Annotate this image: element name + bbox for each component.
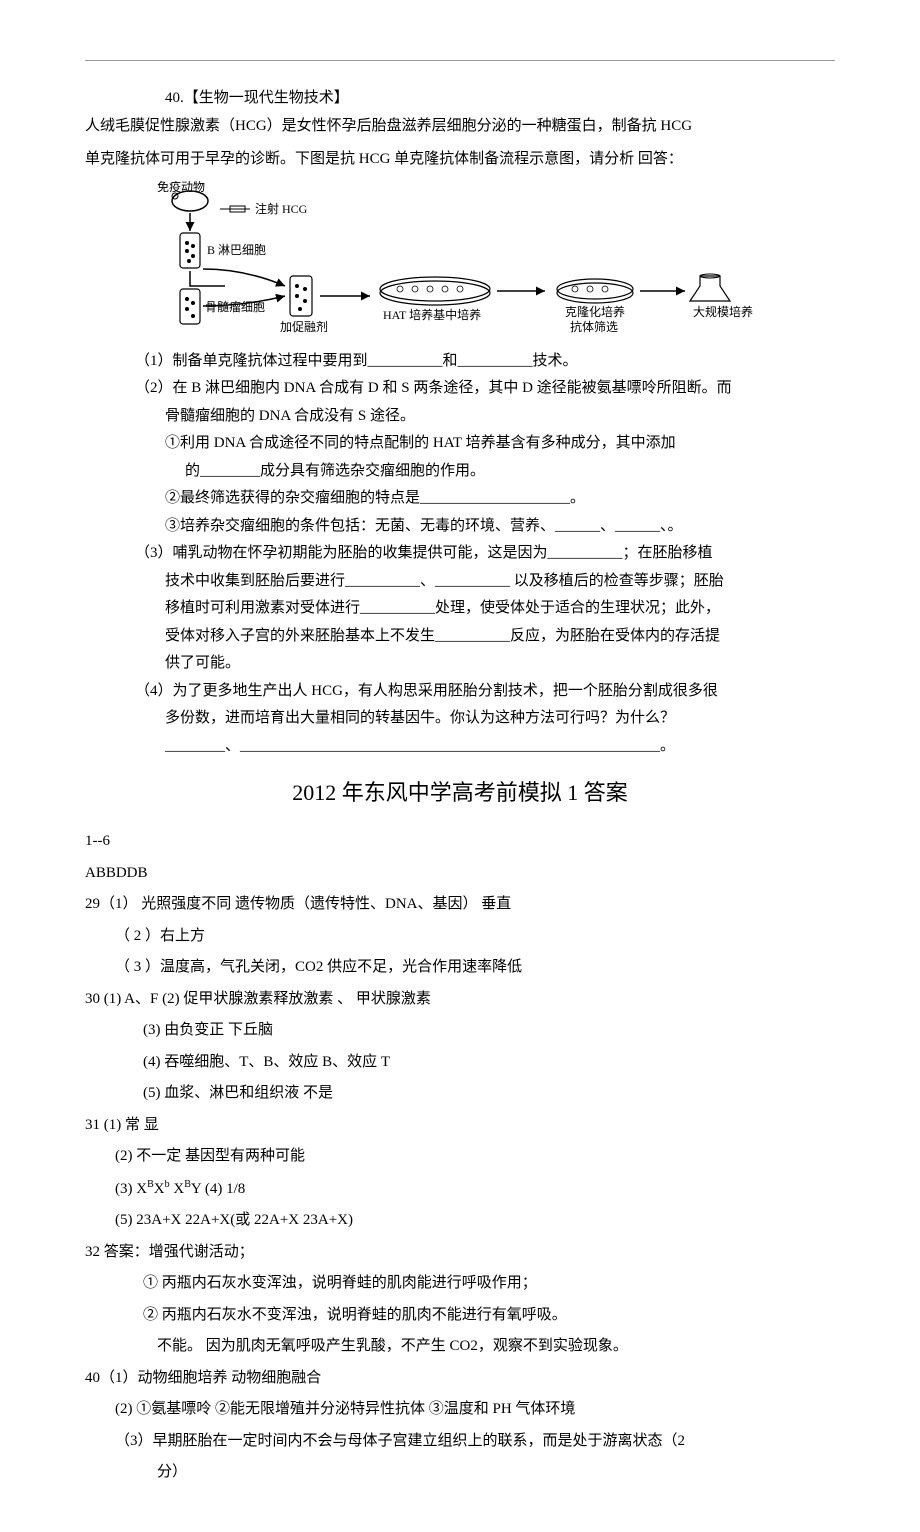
q40-4-line1: （4）为了更多地生产出人 HCG，有人构思采用胚胎分割技术，把一个胚胎分割成很多…	[135, 679, 835, 705]
large-label: 大规模培养	[693, 304, 753, 319]
answer-30-1: 30 (1) A、F (2) 促甲状腺激素释放激素 、 甲状腺激素	[85, 987, 835, 1013]
q40-3-line3: 移植时可利用激素对受体进行__________处理，使受体处于适合的生理状况；此…	[165, 596, 835, 622]
q40-1: （1）制备单克隆抗体过程中要用到__________和__________技术。	[135, 349, 835, 375]
answer-40-2: (2) ①氨基嘌呤 ②能无限增殖并分泌特异性抗体 ③温度和 PH 气体环境	[115, 1397, 835, 1423]
hcg-diagram: 免疫动物 注射 HCG B 淋巴细胞 骨髓瘤细胞 加促融剂	[145, 181, 835, 341]
answer-29-1: 29（1） 光照强度不同 遗传物质（遗传特性、DNA、基因） 垂直	[85, 892, 835, 918]
q40-3-line1: （3）哺乳动物在怀孕初期能为胚胎的收集提供可能，这是因为__________；在…	[135, 541, 835, 567]
answer-32-1: ① 丙瓶内石灰水变浑浊，说明脊蛙的肌肉能进行呼吸作用；	[143, 1271, 835, 1297]
q40-2-sub1-line2: 的________成分具有筛选杂交瘤细胞的作用。	[185, 459, 835, 485]
q40-2-sub3: ③培养杂交瘤细胞的条件包括：无菌、无毒的环境、营养、______、______、…	[165, 514, 835, 540]
answer-40-3-line1: （3）早期胚胎在一定时间内不会与母体子宫建立组织上的联系，而是处于游离状态（2	[115, 1429, 835, 1455]
question-40-title: 40.【生物一现代生物技术】	[165, 86, 835, 112]
answer-31-3: (3) XBXb XBY (4) 1/8	[115, 1176, 835, 1203]
q40-4-line3: ________、_______________________________…	[165, 734, 835, 760]
clone-label-2: 抗体筛选	[570, 319, 618, 334]
clone-label-1: 克隆化培养	[565, 304, 625, 319]
q40-2-line1: （2）在 B 淋巴细胞内 DNA 合成有 D 和 S 两条途径，其中 D 途径能…	[135, 376, 835, 402]
page-top-border	[85, 60, 835, 61]
q40-2-sub1-line1: ①利用 DNA 合成途径不同的特点配制的 HAT 培养基含有多种成分，其中添加	[165, 431, 835, 457]
answer-30-4: (4) 吞噬细胞、T、B、效应 B、效应 T	[143, 1050, 835, 1076]
q40-3-line2: 技术中收集到胚胎后要进行__________、__________ 以及移植后的…	[165, 569, 835, 595]
answer-32: 32 答案：增强代谢活动；	[85, 1240, 835, 1266]
answer-30-3: (3) 由负变正 下丘脑	[143, 1018, 835, 1044]
diagram-svg: 免疫动物 注射 HCG B 淋巴细胞 骨髓瘤细胞 加促融剂	[145, 181, 785, 341]
q40-2-line2: 骨髓瘤细胞的 DNA 合成没有 S 途径。	[165, 404, 835, 430]
answer-32-2: ② 丙瓶内石灰水不变浑浊，说明脊蛙的肌肉不能进行有氧呼吸。	[143, 1303, 835, 1329]
animal-label: 免疫动物	[157, 181, 205, 194]
hat-label: HAT 培养基中培养	[383, 307, 481, 322]
answer-1-6: 1--6	[85, 829, 835, 855]
answer-abbddb: ABBDDB	[85, 861, 835, 887]
answer-section-title: 2012 年东风中学高考前模拟 1 答案	[85, 774, 835, 811]
inject-label: 注射 HCG	[255, 201, 308, 216]
answer-30-5: (5) 血浆、淋巴和组织液 不是	[143, 1081, 835, 1107]
q40-3-line4: 受体对移入子宫的外来胚胎基本上不发生__________反应，为胚胎在受体内的存…	[165, 624, 835, 650]
answer-40-3-line2: 分）	[157, 1460, 835, 1486]
answer-31-1: 31 (1) 常 显	[85, 1113, 835, 1139]
answer-32-3: 不能。 因为肌肉无氧呼吸产生乳酸，不产生 CO2，观察不到实验现象。	[157, 1334, 835, 1360]
answer-29-2: （ 2 ）右上方	[115, 924, 835, 950]
fusion-label: 加促融剂	[280, 319, 328, 334]
q40-3-line5: 供了可能。	[165, 651, 835, 677]
answer-29-3: （ 3 ）温度高，气孔关闭，CO2 供应不足，光合作用速率降低	[115, 955, 835, 981]
q40-2-sub2: ②最终筛选获得的杂交瘤细胞的特点是____________________。	[165, 486, 835, 512]
answer-31-2: (2) 不一定 基因型有两种可能	[115, 1144, 835, 1170]
answer-31-5: (5) 23A+X 22A+X(或 22A+X 23A+X)	[115, 1208, 835, 1234]
question-40-intro-line1: 人绒毛膜促性腺激素（HCG）是女性怀孕后胎盘滋养层细胞分泌的一种糖蛋白，制备抗 …	[85, 114, 835, 140]
answer-40-1: 40（1）动物细胞培养 动物细胞融合	[85, 1366, 835, 1392]
question-40-intro-line2: 单克隆抗体可用于早孕的诊断。下图是抗 HCG 单克隆抗体制备流程示意图，请分析 …	[85, 147, 835, 173]
q40-4-line2: 多份数，进而培育出大量相同的转基因牛。你认为这种方法可行吗？为什么？	[165, 706, 835, 732]
bcell-label: B 淋巴细胞	[207, 243, 266, 257]
